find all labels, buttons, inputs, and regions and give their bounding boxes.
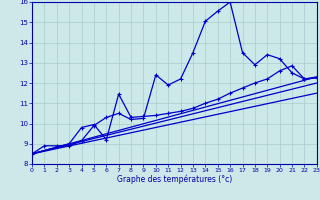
X-axis label: Graphe des températures (°c): Graphe des températures (°c) [117, 175, 232, 184]
